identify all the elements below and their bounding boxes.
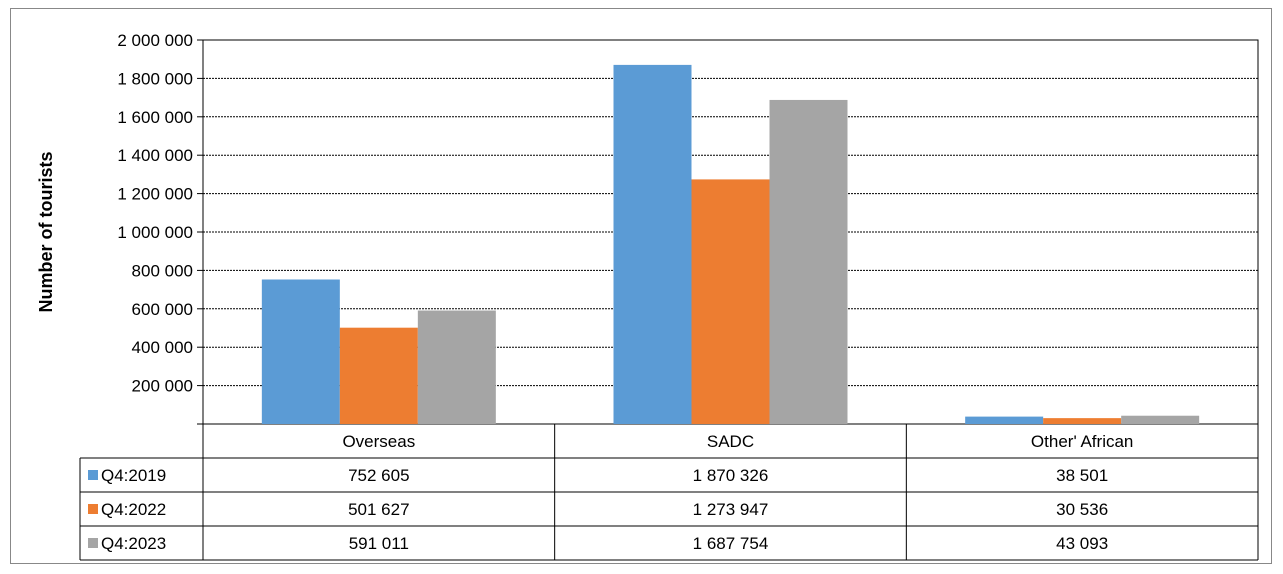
bar [965, 416, 1044, 424]
data-value: 38 501 [1056, 466, 1108, 485]
y-tick-label: 400 000 [132, 338, 193, 357]
bar [691, 179, 770, 424]
bar [1121, 415, 1200, 424]
y-tick-label: 2 000 000 [117, 31, 193, 50]
legend-label: Q4:2023 [101, 534, 166, 553]
chart-frame [10, 8, 1272, 564]
y-tick-label: 1 400 000 [117, 146, 193, 165]
category-label: SADC [707, 432, 754, 451]
data-value: 1 870 326 [693, 466, 769, 485]
y-tick-label: 1 600 000 [117, 108, 193, 127]
data-value: 43 093 [1056, 534, 1108, 553]
y-tick-label: 1 000 000 [117, 223, 193, 242]
bar [339, 327, 418, 424]
legend-label: Q4:2022 [101, 500, 166, 519]
data-value: 752 605 [348, 466, 409, 485]
category-label: Other' African [1031, 432, 1133, 451]
bar [1043, 418, 1122, 424]
legend-key [88, 504, 98, 514]
y-tick-label: 200 000 [132, 377, 193, 396]
y-tick-label: 600 000 [132, 300, 193, 319]
legend-key [88, 470, 98, 480]
bar [613, 64, 692, 425]
y-tick-label: 800 000 [132, 261, 193, 280]
data-value: 30 536 [1056, 500, 1108, 519]
data-value: 591 011 [349, 534, 409, 553]
data-value: 1 687 754 [693, 534, 769, 553]
bar [769, 99, 848, 424]
legend-label: Q4:2019 [101, 466, 166, 485]
bar [417, 310, 496, 424]
y-tick-label: 1 200 000 [117, 185, 193, 204]
category-label: Overseas [342, 432, 415, 451]
data-value: 1 273 947 [693, 500, 769, 519]
data-value: 501 627 [348, 500, 409, 519]
legend-key [88, 538, 98, 548]
y-tick-label: 1 800 000 [117, 69, 193, 88]
bar [261, 279, 340, 424]
y-axis-title: Number of tourists [36, 151, 56, 312]
